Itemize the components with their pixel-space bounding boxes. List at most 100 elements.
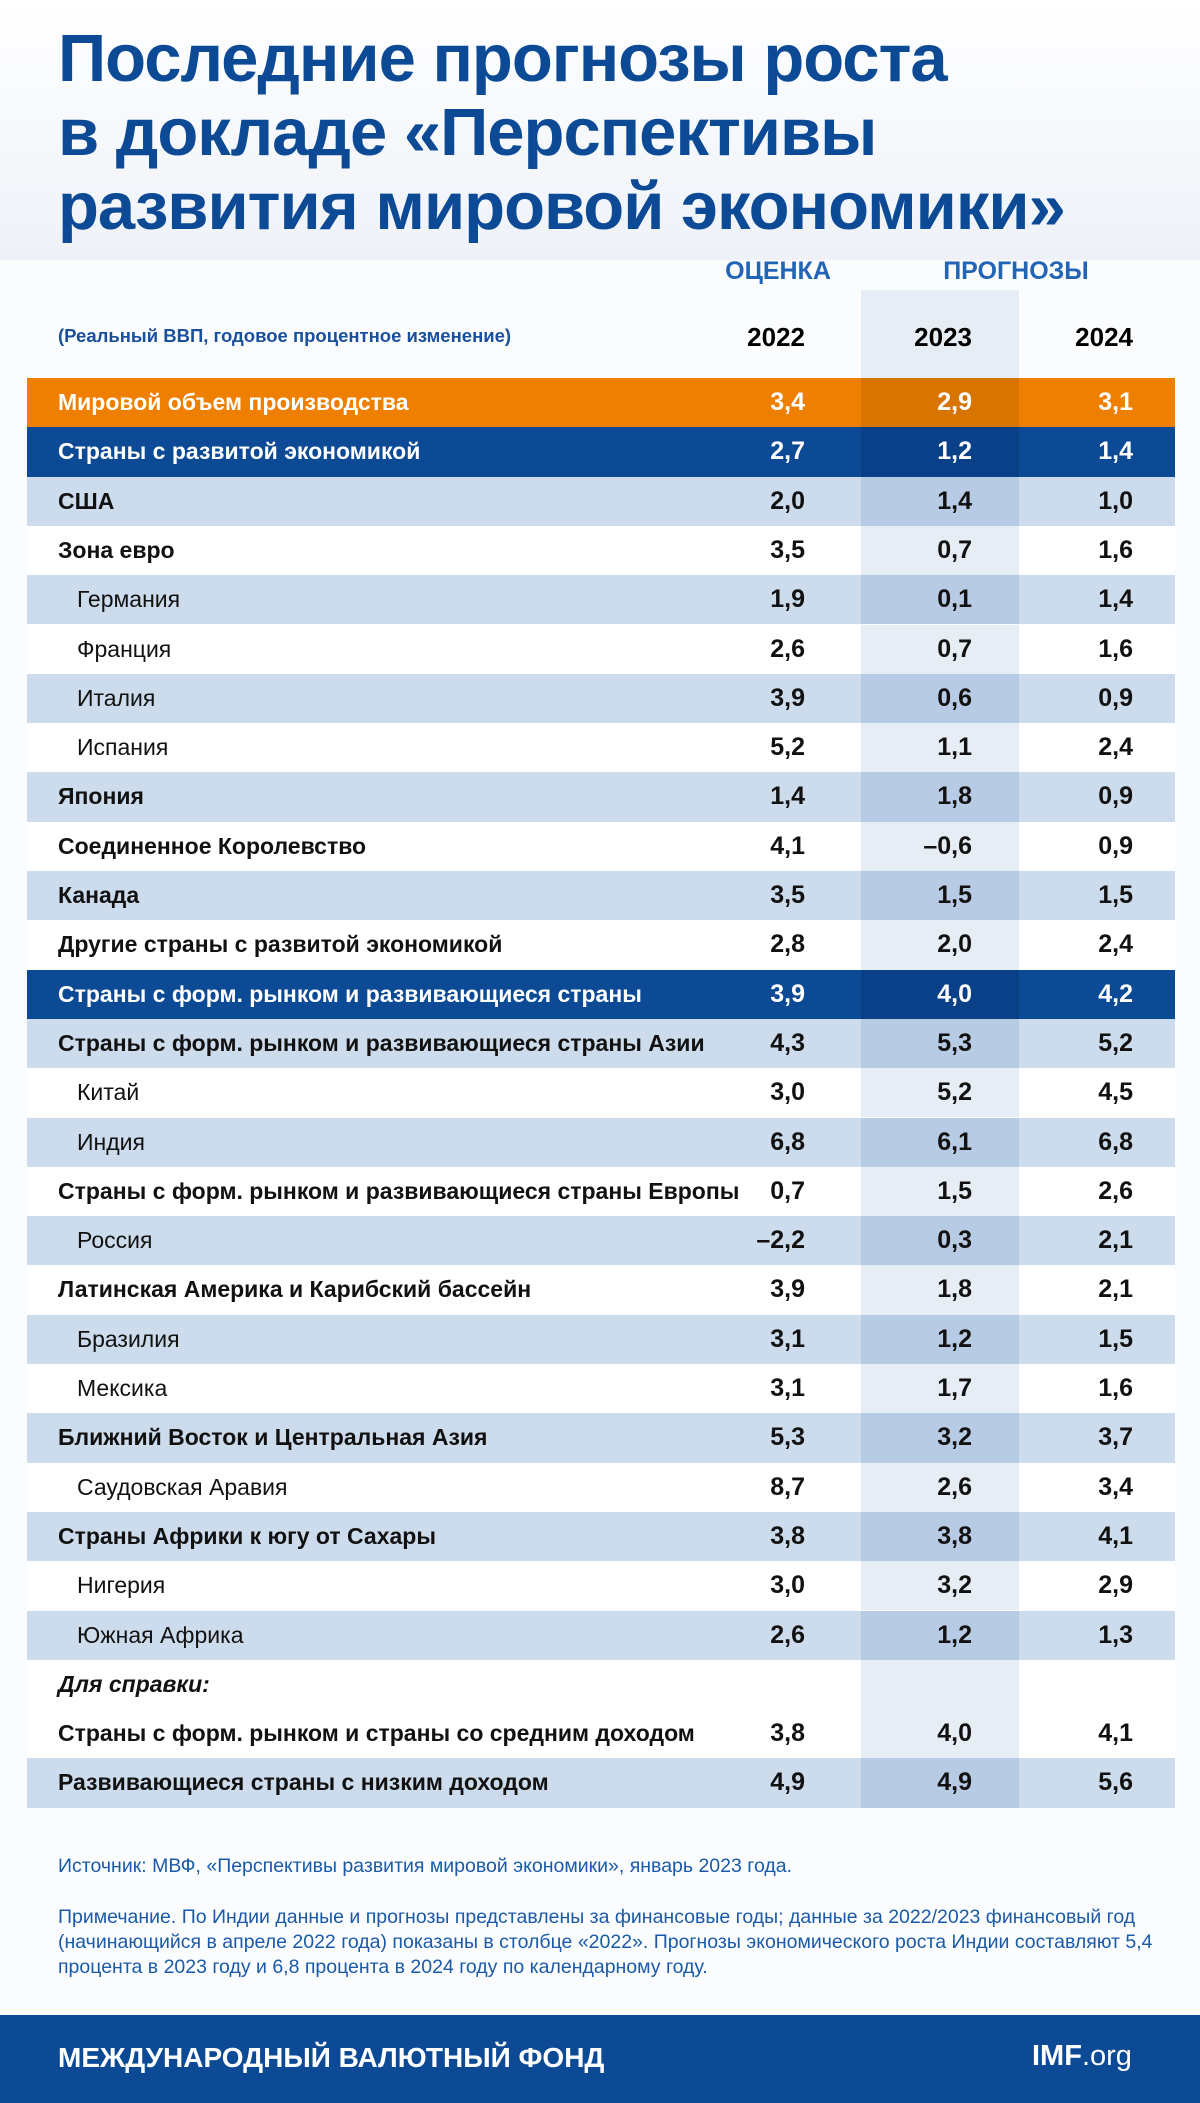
row-value: 1,4 — [770, 782, 805, 811]
forecast-column-cell-bg — [861, 1216, 1019, 1266]
row-value: 0,1 — [937, 585, 972, 614]
forecast-column-cell-bg — [861, 575, 1019, 625]
table-row: Ближний Восток и Центральная Азия 5,3 3,2 3… — [27, 1413, 1175, 1463]
forecast-column-cell-bg — [861, 1068, 1019, 1118]
row-value: 2,7 — [770, 437, 805, 466]
row-value: 3,9 — [770, 683, 805, 712]
row-value: 3,8 — [770, 1719, 805, 1748]
forecast-column-cell-bg — [861, 1166, 1019, 1217]
row-value: 3,0 — [770, 1571, 805, 1600]
forecast-column-cell-bg — [861, 673, 1019, 724]
forecast-column-cell-bg — [861, 1413, 1019, 1463]
forecast-column-cell-bg — [861, 378, 1019, 428]
table-row: Япония 1,4 1,8 0,9 — [27, 772, 1175, 822]
year-header: 2024 — [1075, 322, 1133, 352]
row-value: 0,9 — [1098, 683, 1133, 712]
row-value: 1,5 — [937, 1176, 972, 1205]
row-value: 3,0 — [770, 1078, 805, 1107]
row-value: 1,1 — [937, 733, 972, 762]
forecast-column-cell-bg — [861, 821, 1019, 871]
row-value: 3,2 — [937, 1423, 972, 1452]
forecast-column-cell-bg — [861, 1117, 1019, 1167]
row-value: 1,9 — [770, 585, 805, 614]
table-row: Для справки: — [27, 1659, 1175, 1710]
row-label: Мексика — [77, 1375, 168, 1401]
title-line: в докладе «Перспективы — [58, 95, 877, 170]
row-value: 4,5 — [1098, 1078, 1133, 1107]
forecast-column-cell-bg — [861, 1364, 1019, 1414]
row-value: 1,2 — [937, 1324, 972, 1353]
table-row: Индия 6,8 6,1 6,8 — [27, 1117, 1175, 1167]
table-row: Страны с форм. рынком и страны со средни… — [27, 1709, 1175, 1759]
row-value: 3,4 — [1098, 1472, 1133, 1501]
row-label: Страны с развитой экономикой — [58, 438, 421, 465]
row-label: Развивающиеся страны с низким доходом — [58, 1769, 549, 1796]
row-value: 3,5 — [770, 881, 805, 909]
row-label: Япония — [58, 783, 144, 810]
row-value: 1,6 — [1098, 1374, 1133, 1402]
row-label: Саудовская Аравия — [77, 1473, 288, 1500]
forecast-column-cell-bg — [861, 1561, 1019, 1611]
row-value: –2,2 — [756, 1226, 805, 1255]
table-row: Страны с развитой экономикой 2,7 1,2 1,4 — [27, 427, 1175, 477]
row-value: 1,3 — [1098, 1620, 1133, 1649]
note: Примечание. По Индии данные и прогнозы п… — [58, 1906, 1153, 1978]
forecast-label: ПРОГНОЗЫ — [943, 257, 1089, 285]
row-label: Страны Африки к югу от Сахары — [58, 1522, 436, 1549]
forecast-column-cell-bg — [861, 772, 1019, 822]
row-value: 3,7 — [1098, 1423, 1133, 1452]
table-row: Саудовская Аравия 8,7 2,6 3,4 — [27, 1462, 1175, 1512]
table-row: Канада 3,5 1,5 1,5 — [27, 871, 1175, 921]
row-value: 1,5 — [1098, 1324, 1133, 1353]
table-row: Соединенное Королевство 4,1 –0,6 0,9 — [27, 821, 1175, 871]
row-value: 2,6 — [770, 1620, 805, 1649]
table-row: Нигерия 3,0 3,2 2,9 — [27, 1561, 1175, 1611]
row-value: 5,3 — [770, 1423, 805, 1452]
table-row: США 2,0 1,4 1,0 — [27, 476, 1175, 526]
row-value: 6,1 — [937, 1127, 972, 1156]
site-brand: IMF — [1032, 2040, 1082, 2072]
row-label: Бразилия — [77, 1325, 180, 1352]
footer — [0, 2015, 1200, 2103]
subtitle: (Реальный ВВП, годовое процентное измене… — [58, 325, 512, 346]
footer-site: IMF.org — [1032, 2040, 1132, 2073]
row-value: 3,9 — [770, 979, 805, 1008]
row-value: 2,0 — [770, 486, 805, 515]
row-value: 3,5 — [770, 535, 805, 564]
row-value: 4,2 — [1098, 979, 1133, 1008]
row-value: 5,6 — [1098, 1768, 1133, 1797]
table-row: Франция 2,6 0,7 1,6 — [27, 624, 1175, 674]
row-value: 4,0 — [937, 979, 972, 1008]
row-value: 1,5 — [1098, 881, 1133, 909]
table-row: Развивающиеся страны с низким доходом 4,9… — [27, 1758, 1175, 1808]
forecast-column-cell-bg — [861, 427, 1019, 477]
row-value: 5,2 — [770, 733, 805, 762]
row-value: 5,3 — [937, 1028, 972, 1057]
forecast-column-cell-bg — [861, 1758, 1019, 1808]
forecast-column-cell-bg — [861, 1462, 1019, 1512]
row-label: Мировой объем производства — [58, 389, 409, 415]
table-row: Зона евро 3,5 0,7 1,6 — [27, 525, 1175, 576]
year-header: 2022 — [747, 322, 805, 352]
row-label: Индия — [77, 1128, 145, 1155]
year-header: 2023 — [914, 322, 972, 352]
row-value: 1,5 — [937, 881, 972, 909]
forecast-column-cell-bg — [861, 1265, 1019, 1315]
row-value: 4,9 — [937, 1768, 972, 1797]
table-row: Латинская Америка и Карибский бассейн 3,9… — [27, 1265, 1175, 1315]
row-value: –0,6 — [923, 831, 972, 860]
row-value: 1,4 — [937, 486, 972, 515]
row-value: 2,6 — [937, 1472, 972, 1501]
row-label: Нигерия — [77, 1572, 166, 1599]
forecast-column-cell-bg — [861, 1511, 1019, 1562]
row-value: 4,1 — [1098, 1521, 1133, 1550]
row-value: 3,8 — [937, 1521, 972, 1550]
row-label: США — [58, 487, 115, 514]
row-label: Для справки: — [58, 1670, 210, 1697]
forecast-column-cell-bg — [861, 969, 1019, 1019]
row-value: 5,2 — [1098, 1028, 1133, 1057]
forecast-column-cell-bg — [861, 1314, 1019, 1364]
forecast-column-header-bg — [861, 290, 1019, 378]
row-value: 5,2 — [937, 1078, 972, 1107]
